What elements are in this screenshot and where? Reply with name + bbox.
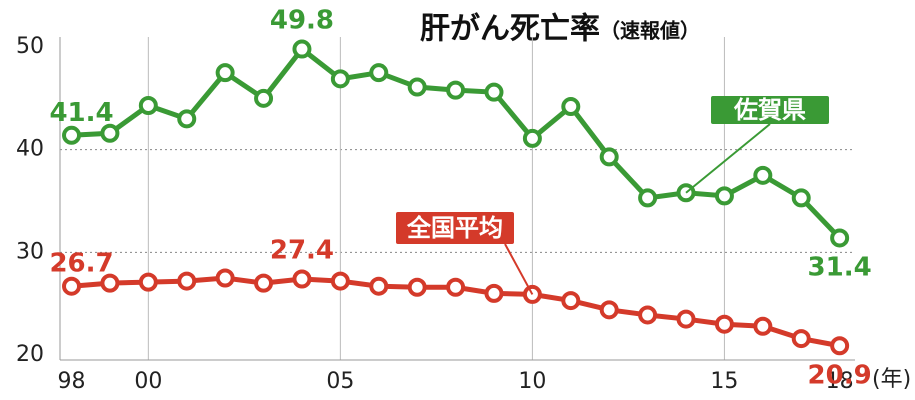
y-tick-label: 20: [16, 342, 44, 367]
point: [369, 63, 389, 83]
point: [791, 329, 811, 349]
point: [446, 277, 466, 297]
point: [446, 80, 466, 100]
point: [638, 305, 658, 325]
point: [830, 336, 850, 356]
data-label: 26.7: [49, 249, 113, 279]
legend-pointer: [685, 123, 771, 194]
y-tick-label: 50: [16, 34, 44, 59]
point: [484, 82, 504, 102]
point: [753, 316, 773, 336]
point: [484, 283, 504, 303]
chart-subtitle: （速報値）: [600, 19, 700, 43]
x-axis-label: (年): [872, 367, 911, 392]
point: [561, 291, 581, 311]
point: [100, 123, 120, 143]
data-label: 31.4: [808, 252, 872, 282]
point: [215, 63, 235, 83]
point: [561, 97, 581, 117]
x-tick-label: 98: [58, 369, 86, 394]
point: [254, 273, 274, 293]
data-label: 49.8: [270, 6, 334, 36]
x-tick-label: 15: [710, 369, 738, 394]
point: [292, 39, 312, 59]
point: [638, 188, 658, 208]
chart-title: 肝がん死亡率: [420, 12, 600, 47]
point: [100, 273, 120, 293]
point: [177, 109, 197, 129]
point: [215, 268, 235, 288]
point: [330, 271, 350, 291]
legend-pointer: [504, 243, 534, 295]
point: [753, 165, 773, 185]
data-label: 20.9: [808, 360, 872, 390]
point: [138, 272, 158, 292]
point: [599, 300, 619, 320]
data-label: 27.4: [270, 236, 334, 266]
point: [292, 269, 312, 289]
y-tick-label: 30: [16, 239, 44, 264]
point: [177, 271, 197, 291]
point: [791, 188, 811, 208]
point: [330, 69, 350, 89]
point: [407, 277, 427, 297]
x-tick-label: 18: [826, 369, 854, 394]
x-tick-label: 10: [518, 369, 546, 394]
point: [714, 314, 734, 334]
point: [62, 276, 82, 296]
legend-label: 佐賀県: [733, 96, 806, 124]
point: [714, 186, 734, 206]
x-tick-label: 00: [134, 369, 162, 394]
data-label: 41.4: [49, 98, 113, 128]
point: [254, 88, 274, 108]
legend-label: 全国平均: [406, 214, 503, 242]
point: [599, 147, 619, 167]
legend-box: [711, 96, 829, 124]
x-tick-label: 05: [326, 369, 354, 394]
point: [676, 309, 696, 329]
point: [62, 125, 82, 145]
point: [830, 228, 850, 248]
y-tick-label: 40: [16, 137, 44, 162]
point: [138, 96, 158, 116]
legend-box: [396, 212, 514, 244]
point: [369, 276, 389, 296]
point: [522, 128, 542, 148]
point: [407, 77, 427, 97]
